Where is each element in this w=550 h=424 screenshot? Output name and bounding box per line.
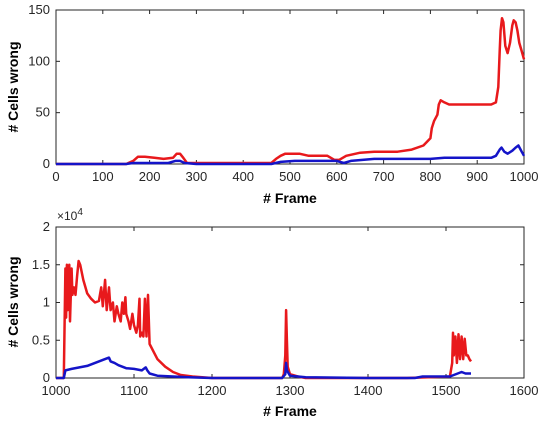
top-series-blue-line <box>56 144 526 166</box>
top-x-axis-title: # Frame <box>263 190 317 206</box>
bottom-plot-ticks: 1000 1100 1200 1300 1400 1500 1600 0 0.5 1 1.5 2 <box>32 219 539 398</box>
bottom-series-blue-line <box>56 356 471 380</box>
top-x-tick-label: 1000 <box>510 169 539 184</box>
top-x-tick-label: 300 <box>186 169 208 184</box>
bottom-y-tick-label: 1 <box>43 295 50 310</box>
bottom-x-tick-label: 1200 <box>198 383 227 398</box>
bottom-x-tick-label: 1500 <box>432 383 461 398</box>
bottom-x-tick-label: 1000 <box>42 383 71 398</box>
bottom-y-axis-title: # Cells wrong <box>5 256 21 347</box>
bottom-y-tick-label: 2 <box>43 219 50 234</box>
top-y-tick-label: 100 <box>28 53 50 68</box>
top-x-tick-label: 0 <box>52 169 59 184</box>
bottom-y-tick-label: 1.5 <box>32 257 50 272</box>
bottom-exponent-label: ×104 <box>57 207 83 223</box>
bottom-plot: 1000 1100 1200 1300 1400 1500 1600 0 0.5 1 1.5 2 ×1… <box>5 207 538 419</box>
top-x-tick-label: 600 <box>326 169 348 184</box>
top-series-red-line <box>56 16 526 166</box>
top-x-tick-label: 500 <box>279 169 301 184</box>
bottom-series-red-line <box>56 259 473 380</box>
top-x-tick-label: 800 <box>420 169 442 184</box>
top-y-tick-label: 0 <box>43 156 50 171</box>
bottom-x-tick-label: 1400 <box>354 383 383 398</box>
bottom-plot-series <box>56 259 473 380</box>
bottom-x-tick-label: 1600 <box>510 383 539 398</box>
top-x-tick-label: 700 <box>373 169 395 184</box>
bottom-x-axis-title: # Frame <box>263 403 317 419</box>
top-x-tick-label: 900 <box>466 169 488 184</box>
top-plot-ticks: 0 100 200 300 400 500 600 700 800 900 1000 0 50 100 15… <box>28 2 538 184</box>
top-x-tick-label: 200 <box>139 169 161 184</box>
top-plot: 0 100 200 300 400 500 600 700 800 900 1000 0 50 100 15… <box>5 2 538 206</box>
bottom-x-tick-label: 1100 <box>120 383 148 398</box>
top-y-tick-label: 50 <box>36 105 50 120</box>
top-plot-series <box>56 16 526 166</box>
top-x-tick-label: 400 <box>232 169 254 184</box>
bottom-y-tick-label: 0.5 <box>32 332 50 347</box>
top-x-tick-label: 100 <box>92 169 114 184</box>
top-y-tick-label: 150 <box>28 2 50 17</box>
bottom-y-tick-label: 0 <box>43 370 50 385</box>
top-plot-frame <box>55 9 525 165</box>
top-y-axis-title: # Cells wrong <box>5 41 21 132</box>
bottom-x-tick-label: 1300 <box>276 383 305 398</box>
